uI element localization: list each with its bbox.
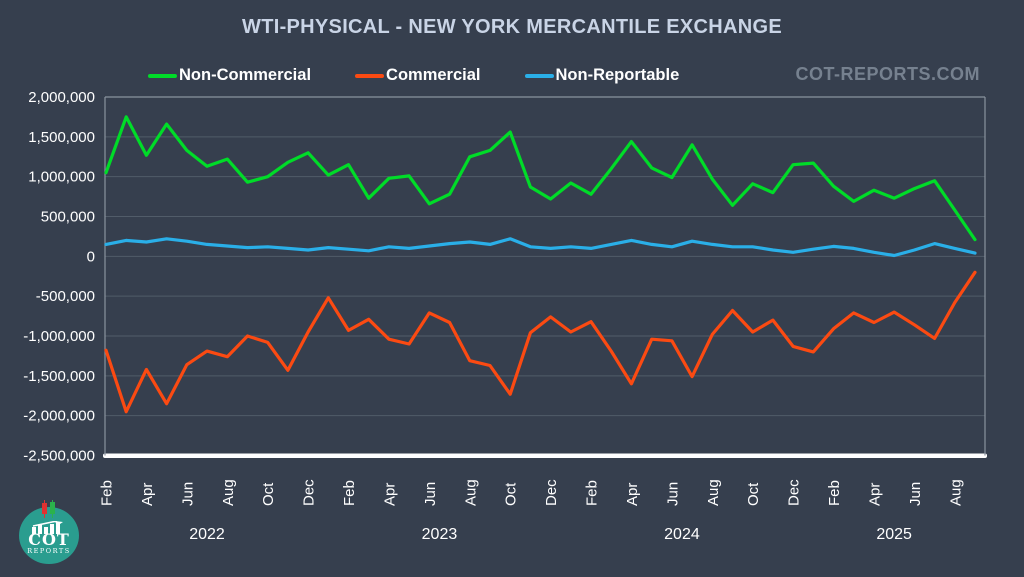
x-year-label: 2023 <box>422 526 458 543</box>
x-tick-label: Oct <box>745 482 762 506</box>
y-tick-label: -500,000 <box>36 288 95 305</box>
x-tick-label: Feb <box>826 480 843 506</box>
legend: Non-Commercial Commercial Non-Reportable <box>148 66 679 85</box>
legend-label-non-commercial: Non-Commercial <box>179 66 312 84</box>
x-tick-label: Aug <box>462 479 479 506</box>
series-line-commercial <box>104 270 977 414</box>
x-tick-label: Jun <box>907 482 924 506</box>
legend-marker-commercial <box>355 73 385 78</box>
x-tick-label: Apr <box>866 483 883 506</box>
y-tick-label: 1,000,000 <box>28 169 95 186</box>
x-year-label: 2022 <box>189 526 225 543</box>
y-tick-label: 500,000 <box>41 209 95 226</box>
x-tick-label: Apr <box>139 483 156 506</box>
legend-label-commercial: Commercial <box>386 66 481 84</box>
y-tick-label: -2,000,000 <box>23 408 95 425</box>
legend-item-non-reportable: Non-Reportable <box>524 66 680 85</box>
y-tick-label: -1,500,000 <box>23 368 95 385</box>
legend-item-non-commercial: Non-Commercial <box>148 66 311 85</box>
legend-marker-non-reportable <box>524 73 554 78</box>
x-tick-label: Aug <box>947 479 964 506</box>
y-tick-label: -1,000,000 <box>23 328 95 345</box>
x-year-label: 2025 <box>876 526 912 543</box>
x-tick-label: Apr <box>381 483 398 506</box>
x-tick-label: Apr <box>624 483 641 506</box>
x-tick-label: Dec <box>786 479 803 506</box>
legend-marker-non-commercial <box>148 73 177 78</box>
logo-text-cot: COT <box>28 530 70 549</box>
x-axis-line <box>103 453 987 458</box>
series-line-non-commercial <box>104 115 977 242</box>
x-tick-label: Jun <box>422 482 439 506</box>
x-tick-label: Feb <box>341 480 358 506</box>
y-tick-label: 1,500,000 <box>28 129 95 146</box>
x-tick-label: Dec <box>543 479 560 506</box>
x-tick-label: Aug <box>220 479 237 506</box>
legend-item-commercial: Commercial <box>355 66 481 85</box>
x-tick-label: Jun <box>664 482 681 506</box>
page-title: WTI-PHYSICAL - NEW YORK MERCANTILE EXCHA… <box>242 16 782 38</box>
x-tick-label: Oct <box>260 482 277 506</box>
logo-text-reports: REPORTS <box>27 547 71 555</box>
legend-label-non-reportable: Non-Reportable <box>555 66 680 84</box>
series-line-non-reportable <box>104 237 977 258</box>
x-tick-label: Jun <box>179 482 196 506</box>
y-tick-label: 0 <box>87 248 95 265</box>
logo-circle <box>19 507 79 564</box>
bar-chart-icon <box>32 521 63 534</box>
cot-reports-logo[interactable]: COT REPORTS <box>19 500 81 564</box>
y-tick-label: -2,500,000 <box>23 448 95 465</box>
x-tick-label: Feb <box>584 480 601 506</box>
watermark: COT-REPORTS.COM <box>795 64 980 84</box>
y-tick-label: 2,000,000 <box>28 89 95 106</box>
x-tick-label: Oct <box>503 482 520 506</box>
x-tick-label: Aug <box>705 479 722 506</box>
candlestick-icon <box>42 500 55 518</box>
x-tick-label: Dec <box>301 479 318 506</box>
x-tick-label: Feb <box>99 480 116 506</box>
x-year-label: 2024 <box>664 526 700 543</box>
